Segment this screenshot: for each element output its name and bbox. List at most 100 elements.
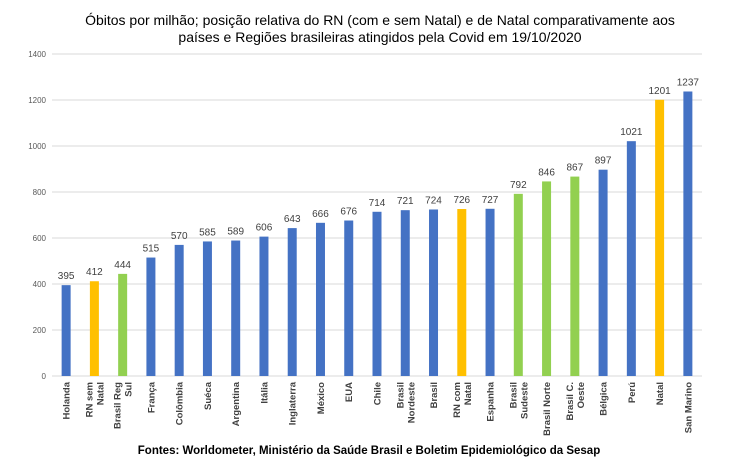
bar [202,241,212,376]
bar [287,228,297,376]
data-label: 1021 [620,127,643,138]
category-label: Brasil [429,382,440,408]
data-label: 867 [566,163,583,174]
bar [457,209,467,376]
y-tick-label: 1200 [28,96,46,105]
category-label-line: EUA [344,382,355,402]
bar [570,176,580,376]
data-label: 666 [312,209,329,220]
data-label: 1237 [677,77,700,88]
y-tick-label: 400 [33,280,47,289]
category-label-line: Sudeste [519,382,530,419]
data-label: 727 [482,195,499,206]
y-tick-label: 600 [33,234,47,243]
category-label: Brasil Nordeste [395,382,417,423]
data-label: 643 [284,214,301,225]
data-labels: 395 412 444 515 570 585 589 606 643 666 676 714 721 7… [58,77,700,282]
category-label: Bélgica [599,381,610,416]
chart-source-footer: Fontes: Worldometer, Ministério da Saúde… [137,445,601,457]
category-label-line: Chile [373,382,384,405]
data-label: 570 [171,231,188,242]
data-label: 444 [114,260,131,271]
data-label: 585 [199,227,216,238]
category-label-line: Brasil [395,382,406,408]
bar [315,222,325,376]
data-label: 589 [227,227,244,238]
bar [372,211,382,376]
data-label: 515 [143,244,160,255]
gridlines [52,53,702,377]
data-label: 721 [397,196,414,207]
chart-title: Óbitos por milhão; posição relativa do R… [60,12,700,46]
data-label: 792 [510,180,527,191]
y-tick-label: 1000 [28,142,46,151]
bar [513,193,523,376]
category-label-line: San Marino [683,382,694,433]
data-label: 1201 [648,86,671,97]
category-label-line: Espanha [486,381,497,421]
bar [429,209,439,376]
bars [61,91,693,377]
category-label: Brasil Norte [542,382,553,436]
category-label-line: RN com [452,382,463,418]
data-label: 412 [86,267,103,278]
category-label: Colômbia [175,381,186,425]
bar [344,220,354,376]
bar [89,281,99,376]
category-label-line: Holanda [62,381,73,419]
category-label-line: México [316,382,327,414]
data-label: 846 [538,167,555,178]
category-label-line: Sul [124,382,135,397]
category-label: Holanda [62,381,73,419]
category-label-line: Perú [627,382,638,403]
category-label-line: RN sem [84,382,95,417]
category-label: Natal [655,382,666,405]
data-label: 606 [256,223,273,234]
chart-title-line-2: países e Regiões brasileiras atingidos p… [178,29,582,45]
category-label-line: Brasil [508,382,519,408]
data-label: 395 [58,271,75,282]
bar [146,257,156,376]
data-label: 724 [425,195,442,206]
data-label: 676 [340,207,357,218]
bar [683,91,693,377]
category-label-line: Nordeste [406,382,417,423]
category-label-line: Natal [95,382,106,405]
bar [542,181,552,376]
category-label: França [146,381,157,413]
bar [626,141,636,376]
category-label-line: Argentina [231,381,242,426]
category-label-line: Natal [463,382,474,405]
bar [174,244,184,376]
category-label: Brasil Reg Sul [113,382,135,429]
bar [400,210,410,376]
category-label: Argentina [231,381,242,426]
y-axis-ticks: 0 200 400 600 800 1000 1200 1400 [28,50,46,381]
category-label: San Marino [683,382,694,433]
category-label: EUA [344,382,355,402]
category-label: Itália [259,381,270,403]
category-label: Brasil Sudeste [508,382,530,419]
category-label: Chile [373,382,384,405]
category-label-line: Natal [655,382,666,405]
category-label-line: França [146,381,157,413]
data-label: 897 [595,156,612,167]
category-label-line: Inglaterra [288,381,299,425]
y-tick-label: 800 [33,188,47,197]
category-label: Brasil C. Oeste [565,382,587,421]
category-label: Espanha [486,381,497,421]
bar [485,208,495,376]
category-labels: Holanda RN sem Natal Brasil Reg Sul França Col… [62,381,695,436]
data-label: 726 [453,195,470,206]
category-label-line: Oeste [576,382,587,408]
bar [118,273,128,376]
bar [259,236,269,376]
category-label-line: Brasil Reg [113,382,124,429]
category-label-line: Brasil C. [565,382,576,421]
category-label-line: Brasil [429,382,440,408]
y-tick-label: 0 [42,372,47,381]
bar [655,99,665,377]
category-label: Suéca [203,381,214,410]
category-label: RN sem Natal [84,382,106,417]
